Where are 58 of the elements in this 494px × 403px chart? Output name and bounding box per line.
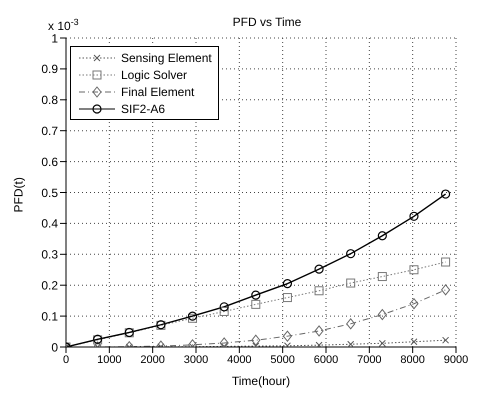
point [409, 212, 419, 221]
y-axis-title: PFD(t) [11, 177, 26, 212]
x-tick-label: 7000 [357, 354, 382, 366]
x-tick-label: 9000 [444, 354, 468, 366]
y-tick-label: 0.9 [41, 62, 58, 76]
legend-label: Final Element [121, 84, 194, 98]
point [409, 298, 418, 310]
point [251, 300, 260, 309]
point [441, 258, 450, 267]
y-tick-label: 0.7 [41, 124, 58, 138]
point [314, 264, 324, 274]
point [346, 278, 356, 288]
y-tick-label: 0.2 [41, 278, 58, 292]
point [378, 272, 387, 282]
point [316, 342, 323, 347]
x-tick-label: 5000 [270, 354, 295, 366]
y-tick-label: 0.8 [41, 93, 58, 108]
legend-label: SIF2-A6 [121, 102, 166, 116]
point [442, 336, 450, 344]
x-tick-label: 2000 [140, 354, 165, 366]
point [251, 290, 260, 300]
point [441, 189, 450, 199]
x-tick-label: 3000 [184, 354, 208, 366]
text: x 10$^{-3}$ [48, 17, 79, 33]
point [378, 309, 387, 320]
point [314, 286, 324, 296]
y-tick-label: 0.4 [41, 216, 58, 231]
point [409, 265, 418, 274]
point [346, 318, 356, 330]
chart-title: PFD vs Time [232, 15, 302, 29]
point [220, 306, 229, 316]
legend-label: Sensing Element [121, 50, 212, 64]
x-tick-label: 4000 [227, 354, 252, 366]
y-tick-label: 0 [51, 340, 58, 354]
x-tick-label: 6000 [314, 354, 338, 366]
y-tick-label: 0.6 [41, 154, 58, 169]
legend-label: Logic Solver [121, 68, 188, 82]
y-tick-label: 0.1 [41, 309, 58, 324]
point [347, 340, 354, 347]
x-tick-label: 1000 [97, 354, 122, 366]
x-tick-label: 0 [62, 354, 70, 366]
point [220, 337, 229, 347]
x-tick-label: 8000 [400, 354, 425, 366]
point [282, 279, 292, 288]
y-tick-label: 1 [51, 31, 58, 46]
point [282, 293, 292, 302]
point [378, 231, 387, 240]
point [378, 340, 386, 347]
point [282, 330, 292, 342]
y-tick-label: 0.3 [41, 248, 58, 262]
point [410, 338, 418, 346]
point [314, 325, 324, 336]
point [346, 249, 356, 258]
y-tick-label: 0.5 [41, 186, 58, 200]
point [220, 302, 229, 312]
point [251, 334, 260, 346]
x-axis-title: Time(hour) [232, 374, 290, 388]
point [441, 284, 450, 296]
